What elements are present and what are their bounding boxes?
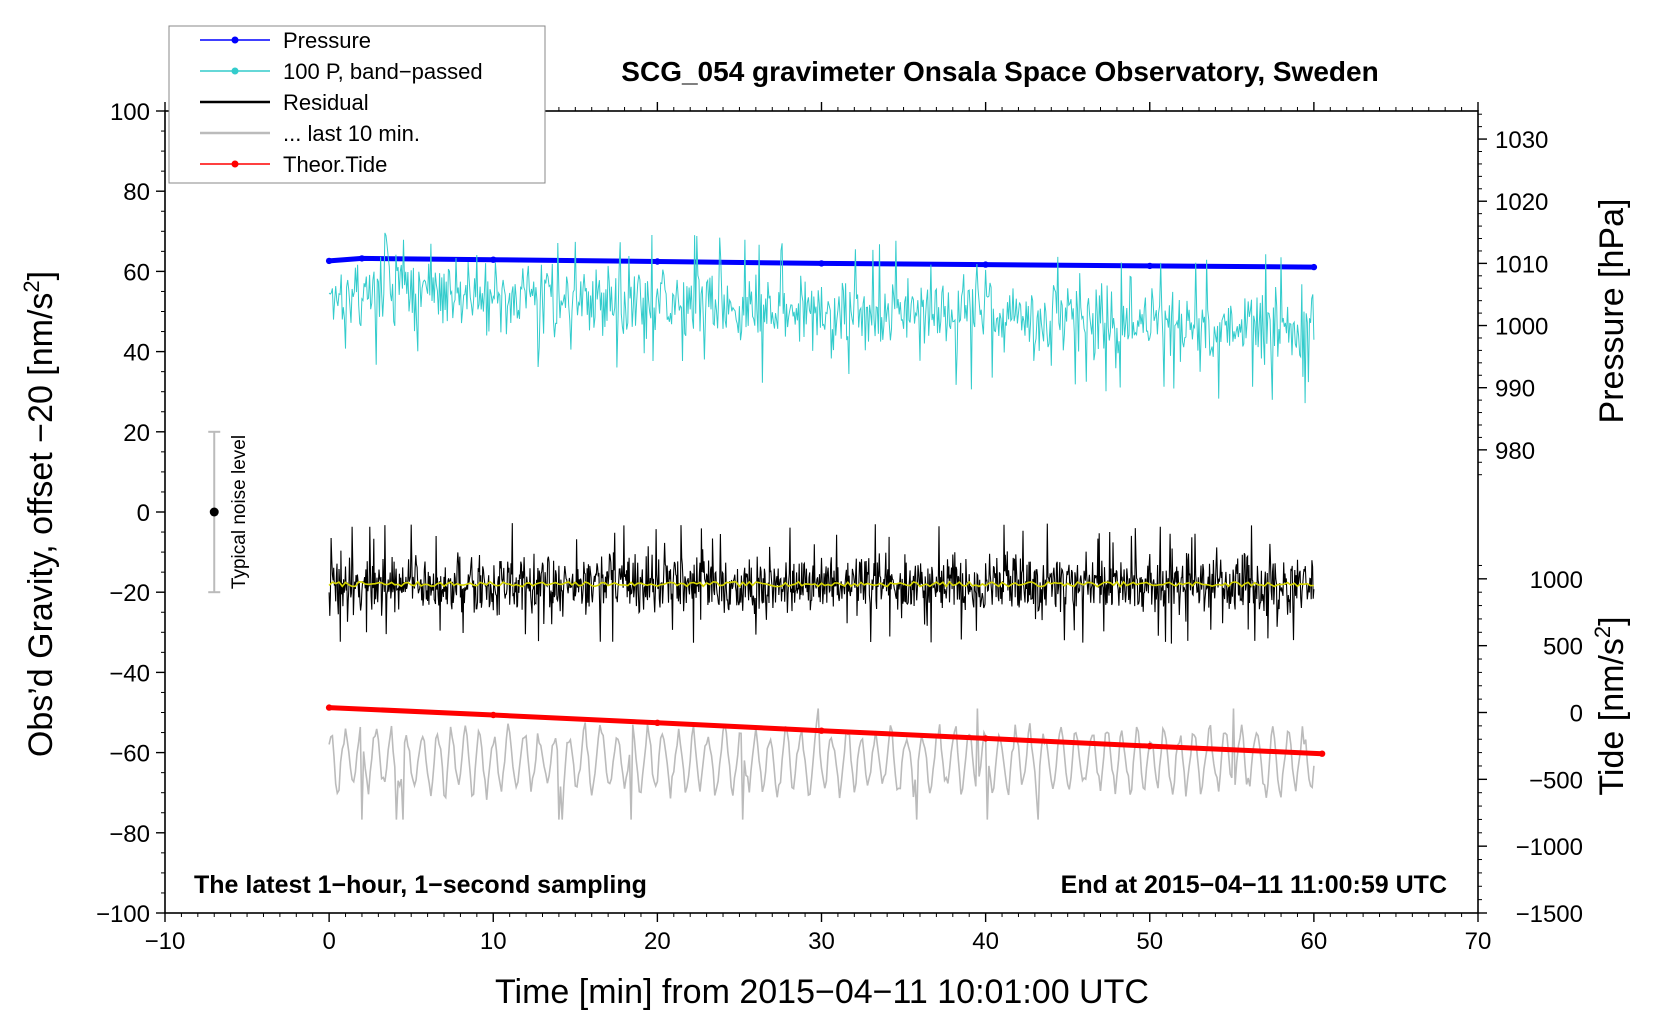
- series-pressure-point-6: [1146, 262, 1154, 270]
- x-tick-label-3: 20: [644, 928, 671, 955]
- y-left-tick-label-8: −60: [109, 741, 150, 768]
- legend-entry-0-marker: [231, 36, 239, 44]
- series-theor-tide-point-1: [490, 711, 497, 719]
- legend-entry-4-label: Theor.Tide: [283, 152, 387, 177]
- legend-entry-1-marker: [231, 67, 239, 75]
- x-tick-label-1: 0: [322, 928, 335, 955]
- y-axis-left-title: Obs’d Gravity, offset −20 [nm/s2]: [19, 271, 60, 757]
- series-theor-tide: [325, 704, 1326, 757]
- series-layer: [325, 232, 1326, 820]
- series-last-10-min: [328, 708, 1315, 820]
- series-pressure: [325, 255, 1318, 271]
- y-left-tick-label-5: 0: [137, 500, 150, 527]
- tide-tick-label-5: −1500: [1516, 901, 1583, 928]
- series-theor-tide-point-6: [1318, 750, 1326, 757]
- series-pressure-point-0: [325, 257, 333, 265]
- x-tick-label-2: 10: [480, 928, 507, 955]
- tide-tick-label-1: 500: [1543, 634, 1583, 661]
- series-theor-tide-point-0: [325, 704, 333, 711]
- x-tick-label-4: 30: [808, 928, 835, 955]
- legend: Pressure 100 P, band−passed Residual ... la…: [168, 25, 546, 184]
- tide-tick-label-0: 1000: [1530, 567, 1583, 594]
- pressure-tick-label-0: 1030: [1495, 127, 1548, 154]
- series-pressure-point-4: [818, 260, 825, 267]
- tide-tick-label-4: −1000: [1516, 834, 1583, 861]
- pressure-tick-label-1: 1020: [1495, 189, 1548, 216]
- series-residual: [328, 523, 1315, 644]
- y-left-tick-label-1: 80: [123, 179, 150, 206]
- series-pressure-point-1: [358, 255, 366, 262]
- pressure-tick-label-5: 980: [1495, 438, 1535, 465]
- noise-indicator: Typical noise level: [208, 430, 250, 594]
- legend-entry-4-marker: [231, 160, 239, 168]
- series-100-p-band-passed: [328, 232, 1315, 404]
- series-last-10-min-line: [328, 708, 1315, 820]
- pressure-tick-label-2: 1010: [1495, 251, 1548, 278]
- legend-entry-3-label: ... last 10 min.: [283, 121, 420, 146]
- y-left-tick-label-6: −20: [109, 580, 150, 607]
- series-smoothed-residual-line: [328, 580, 1314, 588]
- axes: −10 0 10 20 30 40 50 60 70100806040200−20−40−60−…: [96, 99, 1583, 955]
- series-theor-tide-point-5: [1146, 742, 1154, 750]
- y-axis-pressure-title: Pressure [hPa]: [1593, 199, 1631, 424]
- legend-entry-1-label: 100 P, band−passed: [283, 59, 483, 84]
- y-left-tick-label-4: 20: [123, 420, 150, 447]
- pressure-tick-label-4: 990: [1495, 376, 1535, 403]
- legend-box: [168, 25, 546, 184]
- series-100-p-band-passed-line: [328, 232, 1315, 404]
- series-pressure-point-3: [654, 258, 661, 265]
- series-smoothed-residual: [328, 580, 1314, 588]
- y-axis-tide-title: Tide [nm/s2]: [1590, 616, 1631, 795]
- y-left-tick-label-2: 60: [123, 259, 150, 286]
- y-left-tick-label-0: 100: [110, 99, 150, 126]
- series-residual-line: [328, 523, 1315, 644]
- series-theor-tide-point-3: [818, 727, 825, 734]
- y-left-tick-label-10: −100: [96, 901, 150, 928]
- series-pressure-point-7: [1310, 263, 1318, 271]
- y-left-tick-label-7: −40: [109, 660, 150, 687]
- legend-entry-0-label: Pressure: [283, 28, 371, 53]
- pressure-tick-label-3: 1000: [1495, 314, 1548, 341]
- series-theor-tide-point-2: [654, 719, 661, 726]
- noise-label: Typical noise level: [229, 435, 250, 589]
- annotation-sampling: The latest 1−hour, 1−second sampling: [194, 871, 647, 899]
- x-axis-title: Time [min] from 2015−04−11 10:01:00 UTC: [495, 973, 1149, 1011]
- x-tick-label-8: 70: [1465, 928, 1492, 955]
- tide-tick-label-3: −500: [1529, 767, 1583, 794]
- noise-center-dot: [209, 507, 219, 517]
- series-theor-tide-point-4: [982, 735, 989, 742]
- annotation-end-time: End at 2015−04−11 11:00:59 UTC: [1061, 871, 1447, 899]
- chart-title: SCG_054 gravimeter Onsala Space Observat…: [621, 56, 1378, 87]
- x-tick-label-7: 60: [1301, 928, 1328, 955]
- x-tick-label-5: 40: [972, 928, 999, 955]
- y-left-tick-label-3: 40: [123, 340, 150, 367]
- x-tick-label-6: 50: [1136, 928, 1163, 955]
- tide-tick-label-2: 0: [1570, 701, 1583, 728]
- series-pressure-line: [326, 255, 1317, 270]
- series-pressure-point-5: [982, 261, 989, 268]
- y-left-tick-label-9: −80: [109, 821, 150, 848]
- x-tick-label-0: −10: [145, 928, 186, 955]
- legend-entry-2-label: Residual: [283, 90, 369, 115]
- series-pressure-point-2: [490, 256, 497, 263]
